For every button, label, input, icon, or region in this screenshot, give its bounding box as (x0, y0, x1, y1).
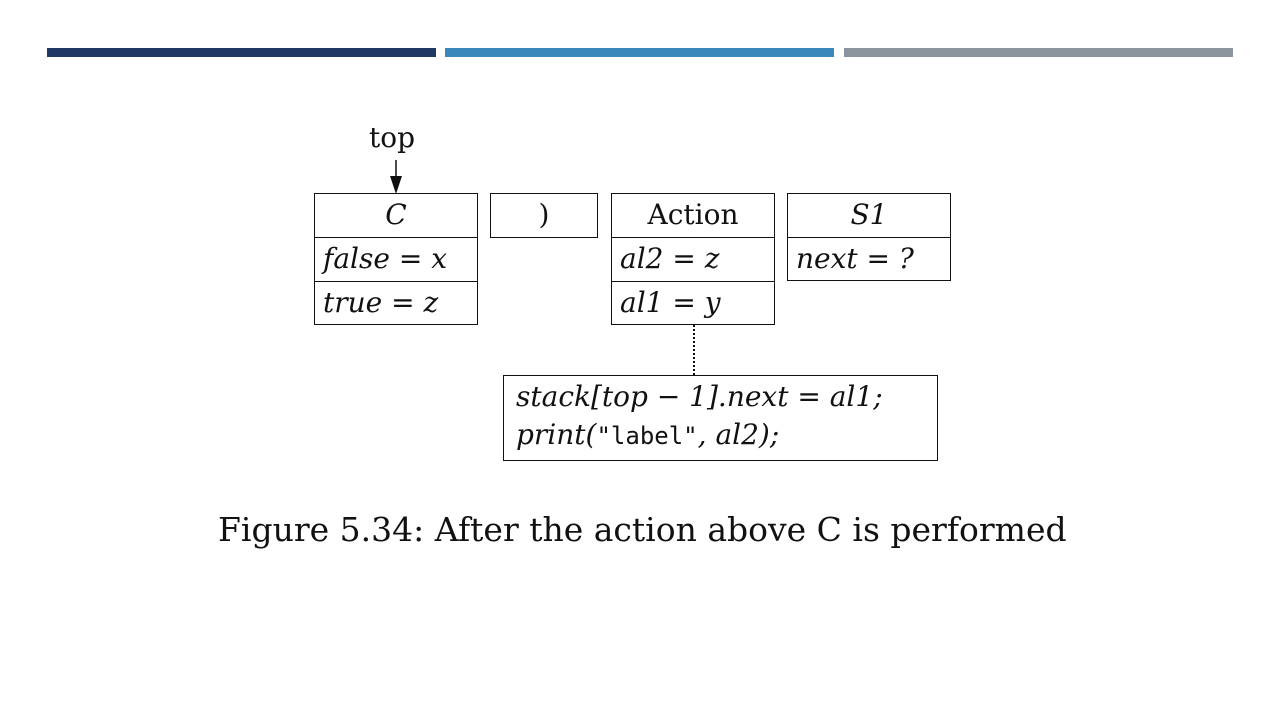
record-s1-field-next: next = ? (788, 237, 950, 281)
stack-record-c: C false = x true = z (314, 193, 478, 325)
stack-record-paren: ) (490, 193, 598, 238)
figure-caption: Figure 5.34: After the action above C is… (218, 510, 1067, 549)
record-action-field-al2: al2 = z (612, 237, 774, 281)
action-code-suffix: , al2); (697, 418, 780, 451)
record-c-field-false: false = x (315, 237, 477, 281)
stack-record-s1: S1 next = ? (787, 193, 951, 281)
action-connector-line (693, 325, 695, 375)
action-code-line-2: print("label", al2); (516, 416, 779, 455)
stack-record-action: Action al2 = z al1 = y (611, 193, 775, 325)
action-code-box: stack[top − 1].next = al1; print("label"… (503, 375, 938, 461)
header-bar-gray (844, 48, 1233, 57)
top-pointer-label: top (369, 121, 416, 154)
action-code-string: "label" (596, 422, 698, 450)
header-bar-dark (47, 48, 436, 57)
record-action-field-al1: al1 = y (612, 281, 774, 325)
record-c-field-true: true = z (315, 281, 477, 325)
header-bar-blue (445, 48, 834, 57)
record-c-header: C (385, 198, 407, 231)
record-s1-header: S1 (850, 198, 888, 231)
record-paren-header: ) (538, 198, 550, 231)
action-code-line-1: stack[top − 1].next = al1; (516, 380, 883, 413)
action-code-print: print( (516, 418, 597, 451)
top-pointer-arrow-icon (390, 160, 402, 194)
record-action-header: Action (647, 198, 739, 231)
